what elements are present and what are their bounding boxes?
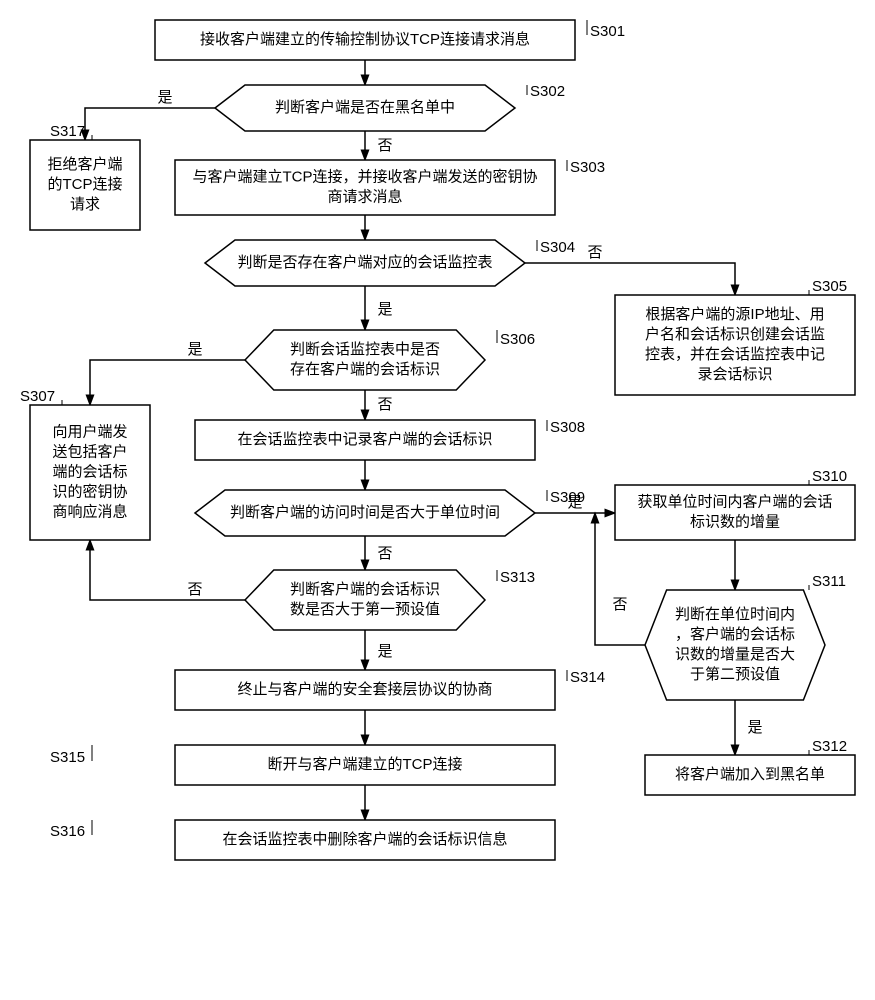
node-text: 判断客户端是否在黑名单中 xyxy=(275,99,455,116)
node-s306: 判断会话监控表中是否存在客户端的会话标识 xyxy=(245,330,485,390)
step-label-s307: S307 xyxy=(20,388,55,405)
edge-label: 否 xyxy=(187,581,202,598)
step-label-s301: S301 xyxy=(590,23,625,40)
step-label-s310: S310 xyxy=(812,468,847,485)
step-label-s316: S316 xyxy=(50,823,85,840)
node-s307: 向用户端发送包括客户端的会话标识的密钥协商响应消息 xyxy=(30,405,150,540)
edge-label: 是 xyxy=(377,301,392,318)
node-s309: 判断客户端的访问时间是否大于单位时间 xyxy=(195,490,535,536)
node-text: 商响应消息 xyxy=(52,502,127,520)
node-text: 商请求消息 xyxy=(327,188,402,205)
step-label-s315: S315 xyxy=(50,749,85,766)
node-text: 于第二预设值 xyxy=(690,665,780,683)
node-text: 判断会话监控表中是否 xyxy=(290,341,440,358)
edge-label: 是 xyxy=(157,89,172,106)
step-label-s302: S302 xyxy=(530,83,565,100)
step-label-s317: S317 xyxy=(50,123,85,140)
step-label-s304: S304 xyxy=(540,239,575,256)
node-text: 在会话监控表中记录客户端的会话标识 xyxy=(237,431,492,448)
node-text: 识数的增量是否大 xyxy=(675,646,795,663)
node-s313: 判断客户端的会话标识数是否大于第一预设值 xyxy=(245,570,485,630)
node-text: 在会话监控表中删除客户端的会话标识信息 xyxy=(222,831,507,848)
node-s312: 将客户端加入到黑名单 xyxy=(645,755,855,795)
step-label-s311: S311 xyxy=(812,573,846,590)
edge-label: 否 xyxy=(377,137,392,154)
edge-label: 否 xyxy=(587,244,602,261)
node-s317: 拒绝客户端的TCP连接请求 xyxy=(30,140,140,230)
node-text: 接收客户端建立的传输控制协议TCP连接请求消息 xyxy=(200,31,530,48)
node-text: 数是否大于第一预设值 xyxy=(290,600,440,618)
node-s314: 终止与客户端的安全套接层协议的协商 xyxy=(175,670,555,710)
step-label-s312: S312 xyxy=(812,738,847,755)
step-label-s303: S303 xyxy=(570,159,605,176)
node-text: 送包括客户 xyxy=(52,443,127,460)
step-label-s308: S308 xyxy=(550,419,585,436)
node-text: 存在客户端的会话标识 xyxy=(290,361,440,378)
node-s310: 获取单位时间内客户端的会话标识数的增量 xyxy=(615,485,855,540)
node-text: 判断客户端的会话标识 xyxy=(290,581,440,598)
node-text: 获取单位时间内客户端的会话 xyxy=(637,493,832,510)
step-label-s309: S309 xyxy=(550,489,585,506)
node-text: 判断在单位时间内 xyxy=(675,606,795,623)
node-text: 判断客户端的访问时间是否大于单位时间 xyxy=(230,504,500,521)
node-text: 端的会话标 xyxy=(52,463,127,480)
node-s315: 断开与客户端建立的TCP连接 xyxy=(175,745,555,785)
node-text: ，客户端的会话标 xyxy=(675,626,795,643)
flowchart-canvas: 否是是否是否否是否是否是接收客户端建立的传输控制协议TCP连接请求消息判断客户端… xyxy=(0,0,875,1000)
node-s305: 根据客户端的源IP地址、用户名和会话标识创建会话监控表，并在会话监控表中记录会话… xyxy=(615,295,855,395)
node-s311: 判断在单位时间内 ，客户端的会话标识数的增量是否大于第二预设值 xyxy=(645,590,825,700)
edge-label: 否 xyxy=(377,545,392,562)
node-text: 向用户端发 xyxy=(52,423,127,440)
step-label-s314: S314 xyxy=(570,669,605,686)
node-s302: 判断客户端是否在黑名单中 xyxy=(215,85,515,131)
edge xyxy=(525,263,735,295)
node-text: 控表，并在会话监控表中记 xyxy=(645,346,825,363)
node-text: 断开与客户端建立的TCP连接 xyxy=(267,756,462,773)
node-text: 判断是否存在客户端对应的会话监控表 xyxy=(237,253,492,271)
edge xyxy=(90,540,245,600)
edge-label: 否 xyxy=(612,596,627,613)
node-text: 标识数的增量 xyxy=(690,513,780,530)
node-text: 与客户端建立TCP连接，并接收客户端发送的密钥协 xyxy=(192,168,537,185)
step-label-s305: S305 xyxy=(812,278,847,295)
node-text: 的TCP连接 xyxy=(47,176,122,193)
edge-label: 是 xyxy=(747,719,762,736)
node-text: 户名和会话标识创建会话监 xyxy=(645,326,825,343)
node-text: 终止与客户端的安全套接层协议的协商 xyxy=(237,680,492,698)
node-s308: 在会话监控表中记录客户端的会话标识 xyxy=(195,420,535,460)
edge-label: 是 xyxy=(187,341,202,358)
node-text: 将客户端加入到黑名单 xyxy=(675,766,825,783)
node-text: 请求 xyxy=(70,196,100,213)
edge-label: 是 xyxy=(377,643,392,660)
edge xyxy=(85,108,215,140)
step-label-s306: S306 xyxy=(500,331,535,348)
node-s301: 接收客户端建立的传输控制协议TCP连接请求消息 xyxy=(155,20,575,60)
node-text: 录会话标识 xyxy=(697,366,772,383)
node-s303: 与客户端建立TCP连接，并接收客户端发送的密钥协商请求消息 xyxy=(175,160,555,215)
node-s304: 判断是否存在客户端对应的会话监控表 xyxy=(205,240,525,286)
edge-label: 否 xyxy=(377,396,392,413)
node-s316: 在会话监控表中删除客户端的会话标识信息 xyxy=(175,820,555,860)
node-text: 根据客户端的源IP地址、用 xyxy=(645,306,824,323)
nodes-group: 接收客户端建立的传输控制协议TCP连接请求消息判断客户端是否在黑名单中拒绝客户端… xyxy=(30,20,855,860)
node-text: 识的密钥协 xyxy=(52,483,127,500)
step-label-s313: S313 xyxy=(500,569,535,586)
edge xyxy=(90,360,245,405)
node-text: 拒绝客户端 xyxy=(47,156,122,173)
